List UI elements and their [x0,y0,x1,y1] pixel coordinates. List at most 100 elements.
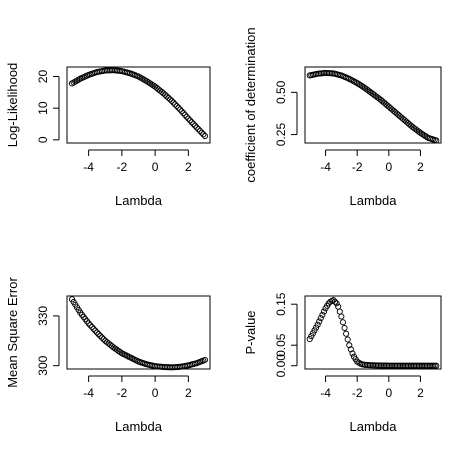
x-tick-label: 2 [185,386,192,400]
panel-2: -4 -2 0 2 0.25 0.50 Lambda coefficient of deter… [243,27,442,208]
y-axis-label: coefficient of determination [243,27,258,182]
data-point [107,341,114,348]
y-tick-label: 20 [36,70,50,84]
data-point [100,336,107,343]
data-point [167,96,174,103]
x-tick-label: -2 [117,160,128,174]
data-point [354,358,361,365]
data-point [188,119,195,126]
data-point [172,101,179,108]
data-point [195,126,202,133]
data-point [163,93,170,100]
x-tick-label: -4 [83,160,94,174]
data-point [200,131,207,138]
data-point [190,120,197,127]
x-tick-label: -2 [352,386,363,400]
data-point [422,132,429,139]
data-point [178,108,185,115]
y-tick-label: 0.05 [274,333,288,357]
data-point [98,334,105,341]
data-point [117,349,124,356]
data-point [314,321,321,328]
y-tick-label: 0.25 [274,123,288,147]
panel-4: -4 -2 0 2 0.000.05 0.15 Lambda P-value [243,292,442,434]
data-point [85,320,92,327]
data-point [177,106,184,113]
data-point [168,97,175,104]
x-axis-label: Lambda [115,419,163,434]
data-point [355,81,362,88]
data-point [87,322,94,329]
data-point [185,115,192,122]
y-tick-label: 0 [36,136,50,143]
y-axis-label: P-value [243,310,258,354]
data-point [198,129,205,136]
data-point [97,332,104,339]
data-point [155,86,162,93]
x-tick-label: -4 [83,386,94,400]
data-point [338,313,345,320]
y-tick-label: 330 [36,306,50,326]
data-point [201,356,209,363]
data-point [433,137,440,144]
data-point [316,318,323,325]
data-point [317,315,324,322]
data-point [191,122,199,129]
data-point [173,102,180,110]
data-point [357,82,364,89]
y-axis-label: Log-Likelihood [5,63,20,148]
data-point [358,83,365,90]
x-tick-label: 0 [385,160,392,174]
data-point [92,327,99,334]
data-point [165,94,172,101]
y-tick-label: 0.00 [274,354,288,378]
data-point [339,319,347,326]
data-point [201,132,209,140]
x-tick-label: 2 [417,160,424,174]
data-point [196,127,204,134]
data-point [319,311,326,318]
data-point [182,111,189,118]
data-point [433,362,440,369]
data-point [333,300,340,307]
x-axis-label: Lambda [350,419,398,434]
plot-frame [304,295,442,370]
data-point [88,323,95,331]
plot-frame [304,66,442,144]
data-point [93,329,100,336]
x-axis-label: Lambda [115,193,163,208]
data-point [103,339,110,346]
data-point [330,297,337,304]
y-axis-label: Mean Square Error [5,277,20,388]
data-point [346,342,353,349]
data-point [331,298,339,305]
data-point [420,131,427,138]
data-point [341,324,348,332]
x-tick-label: -2 [352,160,363,174]
data-point [418,130,426,137]
panel-3: -4 -2 0 2 300 330 Lambda Mean Square Error [5,277,211,434]
plot-frame [66,295,211,370]
data-point [343,330,350,337]
data-point [349,350,356,357]
x-axis-label: Lambda [350,193,398,208]
data-point [347,346,354,353]
data-point [354,79,361,87]
x-tick-label: 2 [417,386,424,400]
y-tick-label: 0.50 [274,80,288,104]
data-point [162,91,169,98]
data-point [417,129,424,136]
data-point [193,124,200,131]
data-point [336,308,343,315]
plot-frame [66,66,211,144]
y-tick-label: 0.15 [274,292,288,316]
y-tick-label: 10 [36,101,50,115]
data-point [183,113,190,120]
x-tick-label: 0 [152,386,159,400]
data-point [105,340,112,347]
x-tick-label: 0 [152,160,159,174]
x-tick-label: 0 [385,386,392,400]
data-point [90,325,97,332]
